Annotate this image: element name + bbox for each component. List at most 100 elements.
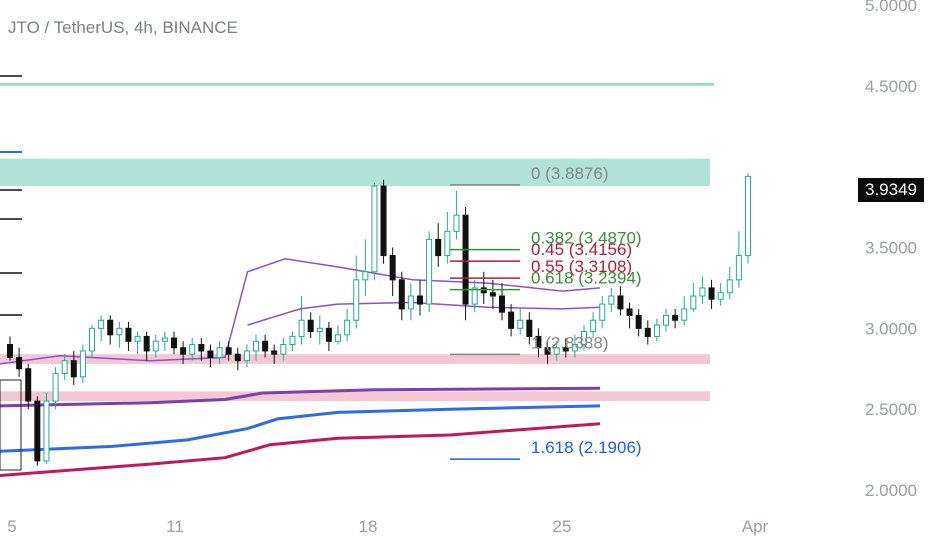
x-tick-label: 18 [359, 517, 378, 536]
y-tick-label: 3.0000 [865, 319, 917, 338]
fib-label-4: 0.618 (3.2394) [531, 269, 642, 288]
candle-body [535, 335, 542, 349]
fib-label-6: 1.618 (2.1906) [531, 438, 642, 457]
candle-body [562, 347, 569, 352]
candle-body [471, 287, 478, 305]
candle-body [444, 230, 451, 257]
candle-body [152, 340, 159, 352]
candle-body [107, 319, 114, 336]
candle-body [316, 327, 323, 333]
candle-body [362, 271, 369, 281]
candle-body [398, 279, 405, 310]
y-tick-label: 5.0000 [865, 0, 917, 15]
candle-body [34, 400, 41, 462]
candle-body [289, 335, 296, 345]
candle-body [380, 185, 387, 257]
candle-body [699, 287, 706, 297]
candle-body [125, 327, 132, 342]
fib-label-1: 0.382 (3.4870) [531, 229, 642, 248]
candle-body [253, 340, 259, 352]
moving-average-4 [0, 422, 601, 477]
candle-body [216, 347, 223, 358]
candle-body [435, 238, 442, 257]
candle-body [25, 368, 32, 402]
candle-body [599, 303, 606, 321]
zone-support [0, 354, 710, 364]
candle-body [207, 350, 214, 358]
candle-body [544, 347, 551, 355]
candle-body [116, 327, 123, 336]
chart-title: JTO / TetherUS, 4h, BINANCE [8, 18, 238, 37]
candle-body [243, 350, 250, 362]
candle-body [608, 295, 615, 305]
candle-body [79, 350, 86, 378]
candle-body [143, 335, 150, 352]
candle-body [325, 327, 332, 342]
candle-body [344, 319, 351, 336]
candle-body [98, 319, 105, 329]
candle-body [681, 308, 688, 321]
candle-body [726, 279, 733, 294]
x-tick-label: 25 [553, 517, 572, 536]
candle-body [307, 319, 314, 333]
candle-body [180, 347, 187, 355]
zone-resistance [0, 158, 710, 187]
candle-body [298, 319, 305, 337]
candle-body [617, 295, 624, 310]
candle-body [161, 337, 168, 342]
candle-body [690, 295, 697, 310]
candle-body [371, 185, 378, 273]
y-tick-label: 2.5000 [865, 400, 917, 419]
candle-body [517, 319, 524, 329]
candle-body [581, 331, 587, 346]
candle-body [635, 314, 642, 329]
candle-body [89, 327, 95, 352]
candle-body [626, 308, 633, 316]
candle-body [353, 279, 360, 321]
candle-body [462, 214, 469, 305]
candle-body [262, 340, 269, 352]
candle-body [644, 327, 651, 337]
candle-body [663, 314, 669, 326]
candle-body [52, 373, 59, 402]
candle-body [225, 347, 232, 355]
candle-body [735, 255, 742, 281]
last-price-badge: 3.9349 [858, 178, 924, 202]
fib-label-3: 0.55 (3.3108) [531, 257, 632, 276]
candle-body [553, 347, 560, 355]
candle-body [653, 324, 660, 337]
candle-body [16, 356, 23, 370]
candle-body [717, 292, 724, 300]
candle-body [70, 360, 77, 378]
x-tick-label: 11 [166, 517, 184, 536]
candle-body [7, 344, 13, 358]
candle-body [234, 353, 241, 362]
candle-body [745, 175, 751, 257]
fib-label-0: 0 (3.8876) [531, 164, 609, 183]
candle-body [508, 311, 515, 329]
candle-body [335, 334, 341, 342]
zone-support-low [0, 391, 710, 402]
candle-body [426, 238, 433, 305]
candle-body [171, 337, 177, 349]
candle-body [407, 295, 414, 310]
candle-body [271, 350, 278, 355]
x-tick-label: Apr [742, 517, 769, 536]
moving-average-3 [0, 404, 601, 453]
selection-box [0, 379, 22, 471]
candle-body [590, 319, 597, 333]
candle-body [708, 287, 715, 300]
candle-body [453, 214, 460, 232]
candle-body [571, 344, 578, 352]
candle-body [198, 344, 205, 352]
x-tick-label: 5 [7, 517, 16, 536]
fib-label-5: 1 (2.8388) [531, 333, 609, 352]
candle-body [280, 344, 287, 355]
y-tick-label: 3.5000 [865, 239, 917, 258]
candle-body [61, 360, 68, 375]
candle-body [499, 295, 505, 313]
candle-body [672, 314, 679, 321]
candle-body [189, 344, 196, 355]
candle-body [417, 295, 423, 305]
